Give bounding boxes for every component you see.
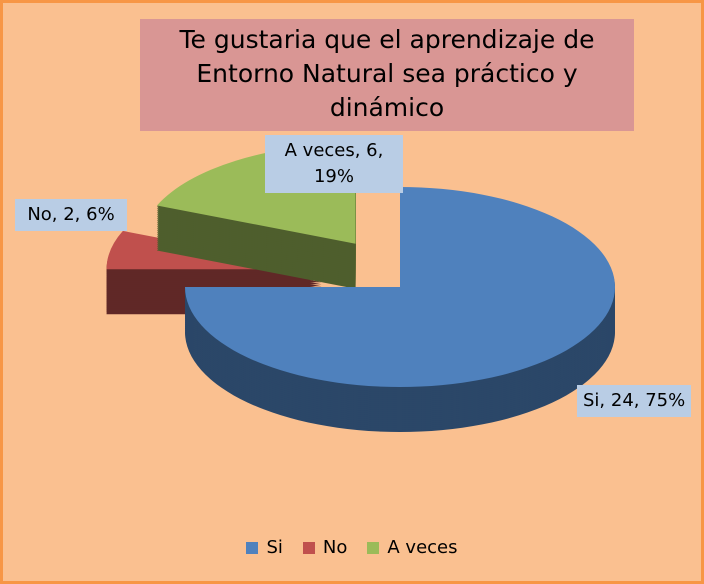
legend-label: No (322, 537, 348, 558)
pie-plot (106, 143, 615, 432)
legend-swatch (302, 541, 315, 554)
data-label: Si, 24, 75% (577, 385, 692, 417)
legend-label: Si (266, 537, 283, 558)
data-label: No, 2, 6% (15, 199, 127, 231)
slice (185, 187, 615, 387)
legend: Si No A veces (3, 537, 701, 558)
legend-label: A veces (387, 537, 458, 558)
legend-item: Si (246, 537, 283, 558)
chart-title: Te gustaria que el aprendizaje de Entorn… (140, 19, 634, 131)
data-label: A veces, 6, 19% (265, 135, 403, 193)
legend-swatch (246, 541, 259, 554)
legend-item: No (302, 537, 348, 558)
legend-item: A veces (367, 537, 458, 558)
legend-swatch (367, 541, 380, 554)
